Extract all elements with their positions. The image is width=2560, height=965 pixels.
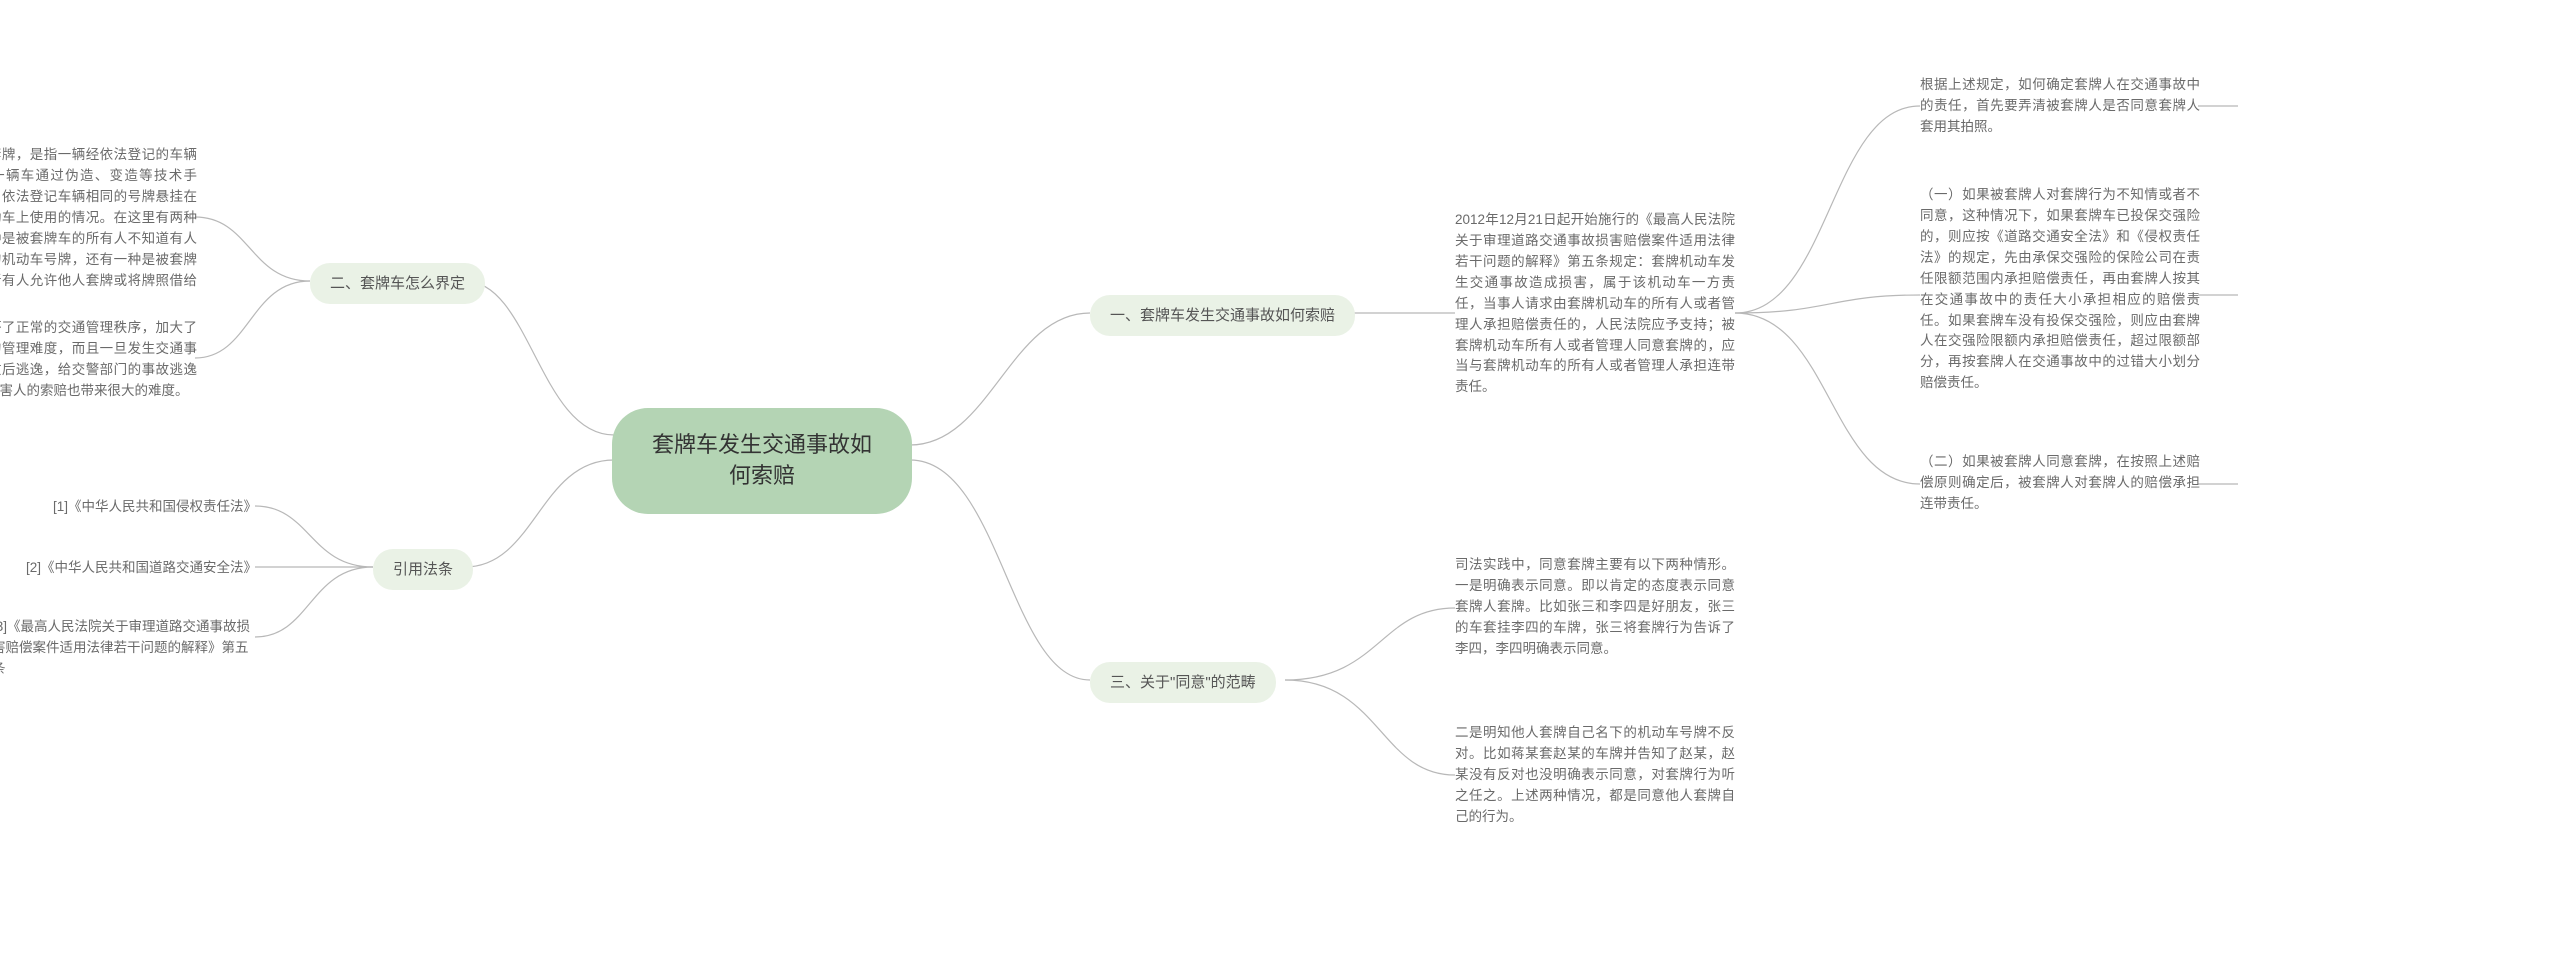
leaf-1-1-text: 2012年12月21日起开始施行的《最高人民法院关于审理道路交通事故损害赔偿案件… <box>1455 212 1735 394</box>
root-title: 套牌车发生交通事故如何索赔 <box>652 432 872 488</box>
branch-4[interactable]: 引用法条 <box>373 549 473 590</box>
leaf-1-1-b: （一）如果被套牌人对套牌行为不知情或者不同意，这种情况下，如果套牌车已投保交强险… <box>1920 185 2200 394</box>
leaf-3-2-text: 二是明知他人套牌自己名下的机动车号牌不反对。比如蒋某套赵某的车牌并告知了赵某，赵… <box>1455 725 1735 824</box>
leaf-2-2-text: 套牌车破坏了正常的交通管理秩序，加大了交通部门的管理难度，而且一旦发生交通事故，… <box>0 320 197 398</box>
leaf-1-1: 2012年12月21日起开始施行的《最高人民法院关于审理道路交通事故损害赔偿案件… <box>1455 210 1735 398</box>
leaf-4-3-text: [3]《最高人民法院关于审理道路交通事故损害赔偿案件适用法律若干问题的解释》第五… <box>0 619 250 676</box>
leaf-3-1: 司法实践中，同意套牌主要有以下两种情形。一是明确表示同意。即以肯定的态度表示同意… <box>1455 555 1735 660</box>
leaf-4-2: [2]《中华人民共和国道路交通安全法》 <box>0 558 257 579</box>
leaf-4-1: [1]《中华人民共和国侵权责任法》 <box>0 497 257 518</box>
leaf-1-1-c: （二）如果被套牌人同意套牌，在按照上述赔偿原则确定后，被套牌人对套牌人的赔偿承担… <box>1920 452 2200 515</box>
leaf-3-2: 二是明知他人套牌自己名下的机动车号牌不反对。比如蒋某套赵某的车牌并告知了赵某，赵… <box>1455 723 1735 828</box>
leaf-4-1-text: [1]《中华人民共和国侵权责任法》 <box>53 499 257 514</box>
branch-3-label: 三、关于"同意"的范畴 <box>1110 674 1256 691</box>
leaf-1-1-b-text: （一）如果被套牌人对套牌行为不知情或者不同意，这种情况下，如果套牌车已投保交强险… <box>1920 187 2200 390</box>
branch-3[interactable]: 三、关于"同意"的范畴 <box>1090 662 1276 703</box>
branch-2-label: 二、套牌车怎么界定 <box>330 275 465 292</box>
root-node[interactable]: 套牌车发生交通事故如何索赔 <box>612 408 912 514</box>
leaf-1-1-a-text: 根据上述规定，如何确定套牌人在交通事故中的责任，首先要弄清被套牌人是否同意套牌人… <box>1920 77 2200 134</box>
leaf-1-1-a: 根据上述规定，如何确定套牌人在交通事故中的责任，首先要弄清被套牌人是否同意套牌人… <box>1920 75 2200 138</box>
leaf-1-1-c-text: （二）如果被套牌人同意套牌，在按照上述赔偿原则确定后，被套牌人对套牌人的赔偿承担… <box>1920 454 2200 511</box>
leaf-4-2-text: [2]《中华人民共和国道路交通安全法》 <box>26 560 257 575</box>
leaf-4-3: [3]《最高人民法院关于审理道路交通事故损害赔偿案件适用法律若干问题的解释》第五… <box>0 617 257 680</box>
leaf-2-2: 套牌车破坏了正常的交通管理秩序，加大了交通部门的管理难度，而且一旦发生交通事故，… <box>0 318 197 402</box>
branch-1[interactable]: 一、套牌车发生交通事故如何索赔 <box>1090 295 1355 336</box>
leaf-3-1-text: 司法实践中，同意套牌主要有以下两种情形。一是明确表示同意。即以肯定的态度表示同意… <box>1455 557 1735 656</box>
leaf-2-1-text: 所谓车辆套牌，是指一辆经依法登记的车辆存在，另一辆车通过伪造、变造等技术手段，制… <box>0 147 197 308</box>
leaf-2-1: 所谓车辆套牌，是指一辆经依法登记的车辆存在，另一辆车通过伪造、变造等技术手段，制… <box>0 145 197 312</box>
branch-1-label: 一、套牌车发生交通事故如何索赔 <box>1110 307 1335 324</box>
branch-2[interactable]: 二、套牌车怎么界定 <box>310 263 485 304</box>
branch-4-label: 引用法条 <box>393 561 453 578</box>
